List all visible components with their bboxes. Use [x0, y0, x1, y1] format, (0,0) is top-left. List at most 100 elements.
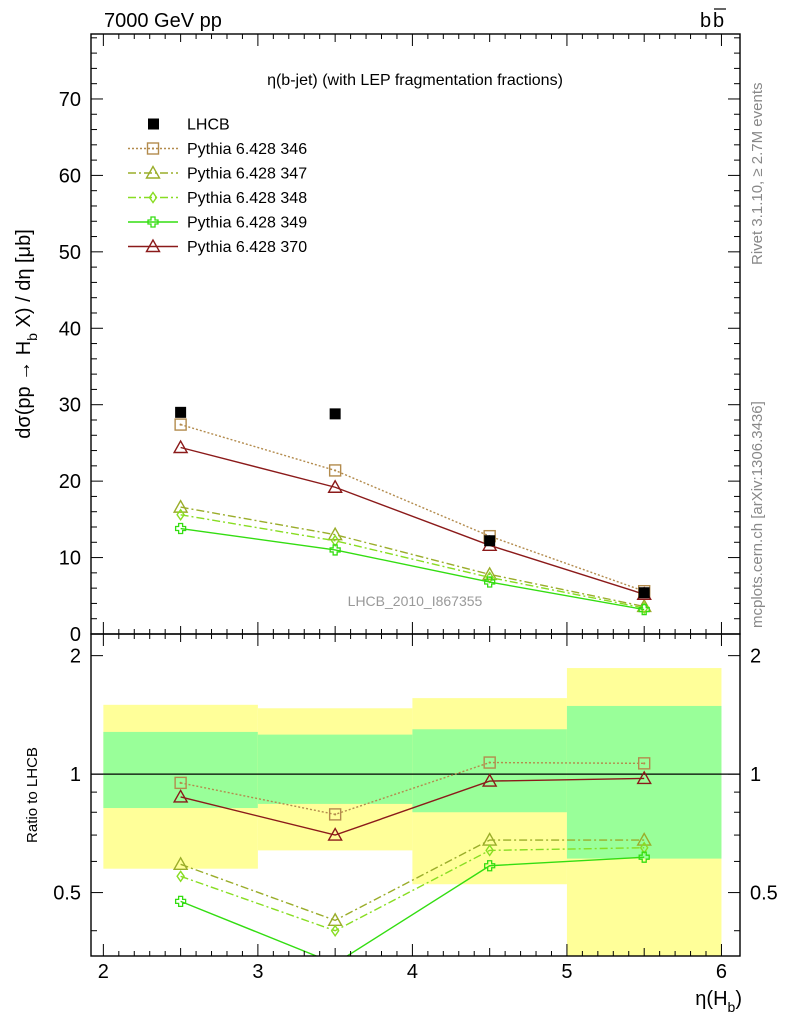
main-axes: 0 10 20 30 40 50 60 70: [59, 33, 741, 646]
y-tick-label: 30: [59, 395, 81, 417]
series-4-point-4: [638, 603, 650, 616]
x-tick-label: 4: [407, 961, 418, 983]
ratio-line-1: [180, 761, 645, 816]
main-data-layer: [172, 406, 652, 616]
ratio-series-4: [174, 851, 650, 969]
ratio-line-4: [180, 856, 645, 956]
lhcb-point-1: [175, 406, 187, 418]
ratio-1-point-4: [637, 757, 651, 770]
series-2-point-4: [636, 598, 652, 613]
ratio-y-tick-label-right: 0.5: [750, 883, 778, 905]
mcplots-label: mcplots.cern.ch [arXiv:1306.3436]: [749, 401, 766, 628]
ratio-1-point-3: [483, 756, 496, 769]
y-tick-label: 60: [59, 165, 81, 187]
series-2-point-2: [327, 526, 343, 541]
x-label-subscript: b: [728, 999, 736, 1015]
ratio-y-tick-label-right: 2: [750, 646, 761, 668]
ratio-y-tick-label-left: 0.5: [53, 883, 81, 905]
series-line-4: [180, 527, 645, 611]
lhcb-data-points: [175, 406, 650, 599]
ratio-y-axis-label: Ratio to LHCB: [24, 747, 41, 843]
y-tick-label: 40: [59, 318, 81, 340]
header-right-b: b: [700, 10, 711, 32]
series-4-point-3: [484, 576, 496, 588]
legend-label-2: Pythia 6.428 347: [187, 166, 307, 183]
chart-title: η(b-jet) (with LEP fragmentation fractio…: [267, 72, 563, 89]
ratio-2-point-4: [636, 832, 652, 846]
legend-label-4: Pythia 6.428 349: [187, 215, 307, 232]
y-label-main: dσ(pp → H: [13, 341, 35, 439]
ratio-3-point-3: [485, 844, 495, 857]
series-3-point-1: [176, 508, 185, 521]
y-label-tail: X) / dη [μb]: [13, 229, 35, 333]
series-5: [172, 439, 652, 600]
ratio-y-tick-label-left: 2: [70, 646, 81, 668]
x-axis-label: η(Hb): [695, 988, 742, 1015]
ratio-series-5: [172, 770, 652, 841]
series-4: [174, 522, 650, 616]
x-tick-label: 3: [252, 961, 263, 983]
x-tick-label: 2: [98, 961, 109, 983]
legend-marker-1: [146, 142, 160, 155]
ratio-5-point-2: [327, 827, 343, 841]
ratio-1-point-4-dot: [643, 762, 646, 765]
legend-marker-data: [148, 118, 159, 130]
ratio-panel: 0.5 0.5 1 1 2 2 2 3 4 5 6 Ratio to LHCB η(Hb): [24, 633, 778, 1015]
series-2-point-1: [172, 499, 189, 513]
x-label-tail: ): [735, 988, 742, 1010]
ratio-5-point-4: [636, 770, 652, 785]
ratio-series-1: [174, 756, 651, 821]
series-4-point-2: [329, 544, 341, 556]
legend: LHCB Pythia 6.428 346 Pythia 6.428 347 Pyth…: [128, 117, 307, 256]
series-2-point-3: [481, 566, 498, 581]
ratio-4-point-4: [638, 851, 650, 863]
legend-marker-1-dot: [151, 147, 155, 150]
ratio-3-point-1: [176, 870, 185, 883]
ratio-frame: [90, 633, 741, 957]
ratio-y-tick-label-right: 1: [750, 764, 761, 786]
x-tick-label: 5: [561, 961, 572, 983]
legend-marker-3: [148, 191, 158, 204]
series-1: [174, 418, 651, 598]
legend-label-1: Pythia 6.428 346: [187, 141, 307, 158]
green-band-4: [566, 705, 722, 859]
ratio-axes: 0.5 0.5 1 1 2 2 2 3 4 5 6: [53, 633, 778, 983]
series-1-point-2-dot: [334, 469, 337, 472]
series-5-point-1: [172, 439, 189, 454]
ratio-1-point-2: [328, 808, 342, 821]
ratio-2-point-1: [172, 856, 189, 870]
y-tick-label: 0: [70, 624, 81, 646]
series-line-3: [180, 514, 645, 609]
lhcb-point-2: [329, 408, 341, 420]
green-band-2: [257, 734, 413, 804]
ratio-1-point-2-dot: [334, 813, 337, 816]
ratio-4-point-3: [484, 860, 496, 872]
main-panel: η(b-jet) (with LEP fragmentation fractio…: [13, 33, 741, 646]
series-2: [172, 499, 652, 613]
ratio-line-5: [180, 777, 645, 836]
legend-label-5: Pythia 6.428 370: [187, 239, 307, 256]
series-line-1: [180, 423, 645, 592]
ratio-3-point-2: [330, 924, 340, 937]
lhcb-point-4: [638, 587, 650, 599]
series-line-5: [180, 446, 645, 595]
x-label-main: η(H: [695, 988, 727, 1010]
ratio-5-point-3: [481, 773, 498, 787]
y-tick-label: 50: [59, 242, 81, 264]
ratio-line-3: [180, 847, 645, 932]
header-right-bbar: b: [713, 10, 724, 32]
y-tick-label: 20: [59, 471, 81, 493]
header-right: b b: [700, 8, 726, 32]
series-1-point-2: [328, 464, 342, 477]
uncertainty-bands: [103, 668, 722, 956]
legend-marker-2: [145, 165, 161, 179]
y-tick-label: 70: [59, 89, 81, 111]
x-tick-label: 6: [716, 961, 727, 983]
ratio-1-point-1: [174, 776, 187, 790]
ratio-4-point-2: [330, 959, 340, 969]
series-5-point-2: [327, 479, 343, 493]
y-label-subscript: b: [24, 333, 40, 341]
series-1-point-1: [174, 418, 187, 431]
series-line-2: [180, 506, 645, 608]
